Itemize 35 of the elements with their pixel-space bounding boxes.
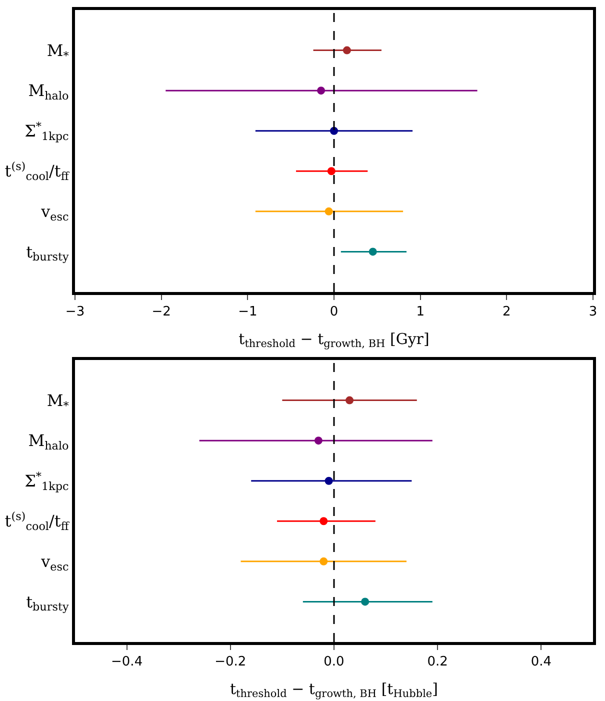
x-tick-label: 1 (416, 304, 424, 320)
y-tick-label: M$_{*}$ (46, 390, 70, 412)
point (342, 46, 351, 54)
y-tick-label: t$^{(s)}$$_{cool}$/t$_{ff}$ (4, 510, 70, 534)
point (314, 436, 322, 445)
y-tick-label: v$_{esc}$ (40, 552, 69, 574)
x-tick-label: −0.2 (214, 654, 246, 670)
y-tick-label: t$^{(s)}$$_{cool}$/t$_{ff}$ (4, 160, 70, 184)
x-tick-label: 3 (588, 304, 598, 320)
y-tick-label: t$_{bursty}$ (26, 592, 70, 614)
point (320, 517, 328, 526)
x-tick-label: −1 (238, 304, 258, 320)
point (317, 86, 326, 95)
point (324, 207, 333, 216)
x-tick-label: 0 (330, 304, 338, 320)
x-tick-label: −0.4 (111, 654, 143, 670)
y-tick-label: t$_{bursty}$ (26, 242, 70, 264)
x-axis-title: t$_{threshold}$ − t$_{growth, BH}$ [Gyr] (238, 330, 430, 350)
y-tick-label: M$_{halo}$ (28, 81, 70, 103)
x-tick-label: −3 (65, 304, 85, 320)
y-tick-label: M$_{*}$ (46, 40, 70, 62)
point (346, 396, 354, 404)
point (361, 598, 370, 606)
point (327, 167, 336, 176)
x-tick-label: −2 (152, 304, 171, 320)
x-tick-label: 0.2 (427, 654, 448, 670)
point (324, 476, 333, 485)
x-tick-label: 0.4 (530, 654, 552, 670)
x-tick-label: 0.0 (324, 654, 344, 670)
point (320, 557, 328, 566)
point (368, 248, 377, 256)
x-axis-title: t$_{threshold}$ − t$_{growth, BH}$ [t$_{Hubble}$] (230, 680, 438, 700)
y-tick-label: M$_{halo}$ (28, 431, 70, 453)
y-tick-label: v$_{esc}$ (40, 202, 69, 224)
x-tick-label: 2 (502, 304, 511, 320)
